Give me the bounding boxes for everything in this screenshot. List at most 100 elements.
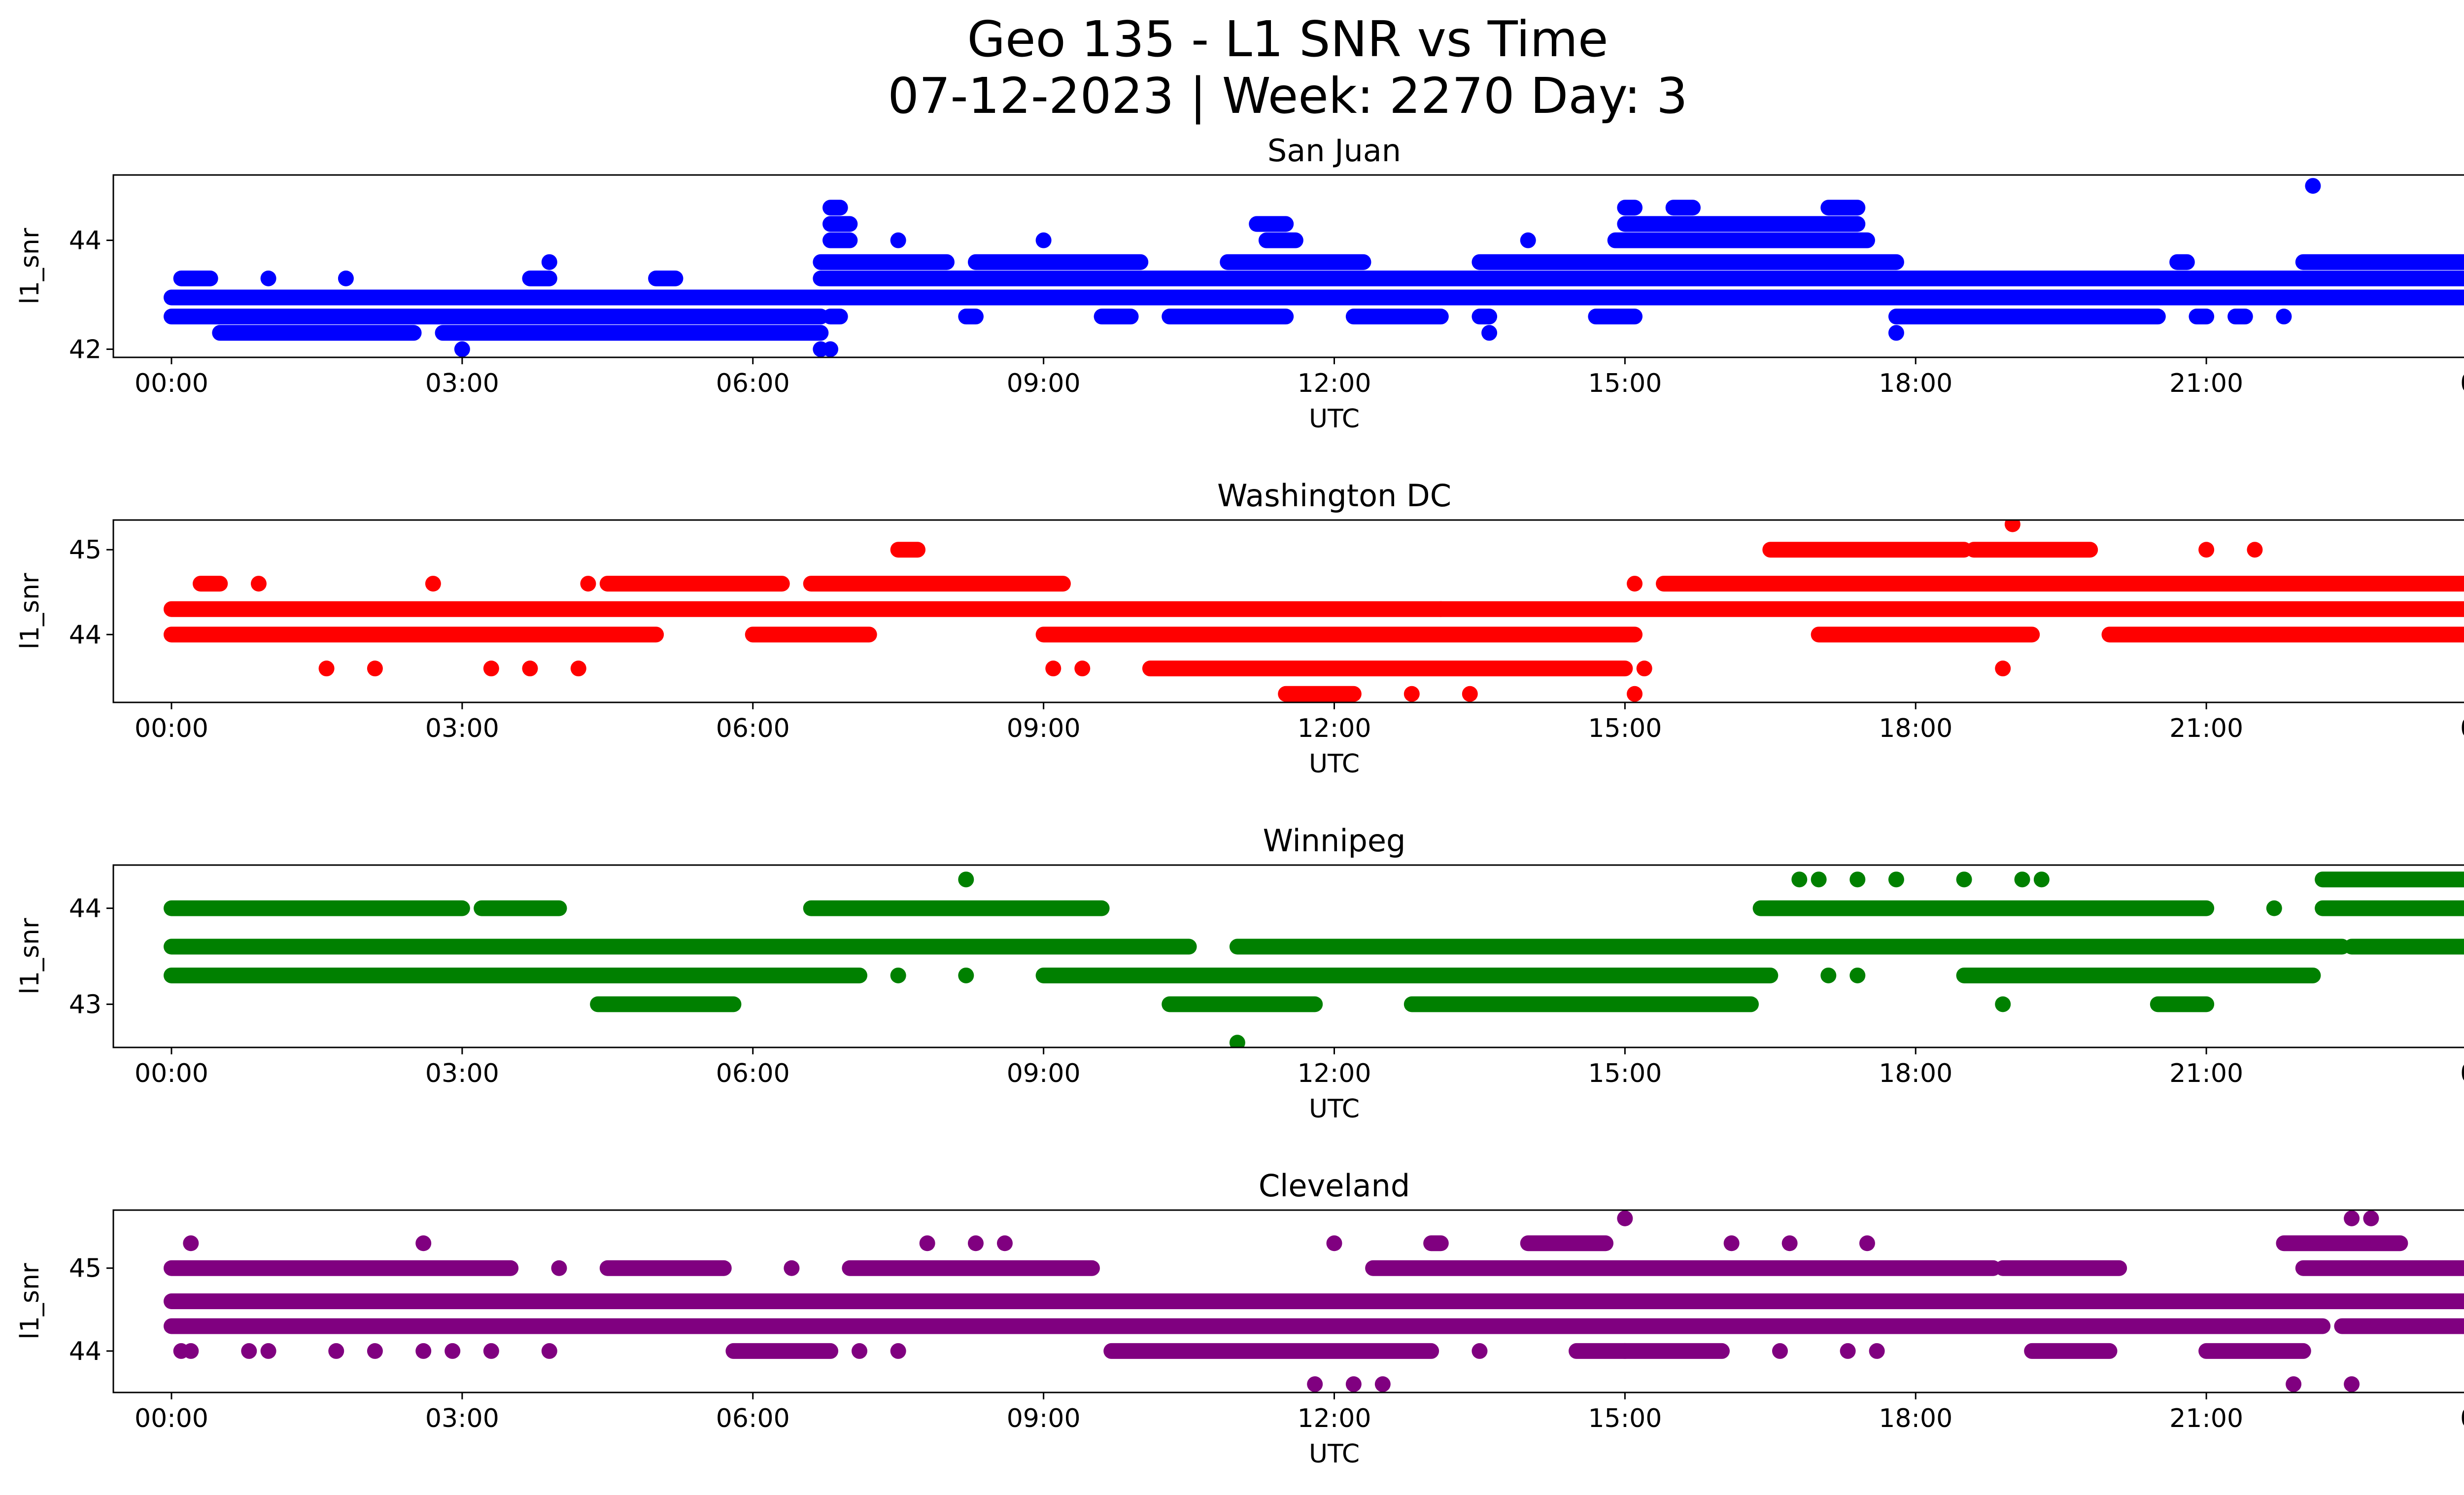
data-point <box>551 1260 567 1276</box>
subplot-1: 00:00 03:00 06:00 09:00 12:00 15:00 18:00 21:00… <box>15 478 2464 779</box>
data-point <box>822 341 839 357</box>
data-point <box>1869 1343 1885 1359</box>
data-point <box>2373 939 2389 955</box>
data-point <box>1820 967 1837 983</box>
x-tick-label: 21:00 <box>2169 1404 2243 1433</box>
data-point <box>250 576 267 592</box>
y-axis-label: l1_snr <box>15 573 45 650</box>
x-tick-label: 09:00 <box>1007 1404 1081 1433</box>
data-point <box>2004 520 2020 532</box>
x-tick-label: 00:00 <box>135 369 208 398</box>
data-point <box>183 1343 199 1359</box>
data-point <box>318 661 335 677</box>
data-point <box>1781 1235 1798 1252</box>
data-point <box>1035 232 1052 248</box>
data-point <box>1229 1035 1245 1047</box>
data-point <box>2247 542 2263 558</box>
data-point <box>260 270 276 286</box>
data-point <box>1859 1235 1875 1252</box>
data-point <box>1723 1235 1740 1252</box>
data-point <box>570 661 586 677</box>
x-tick-label: 21:00 <box>2169 714 2243 743</box>
x-tick-label: 03:00 <box>425 1059 499 1088</box>
subplot-title: San Juan <box>1267 133 1401 169</box>
y-tick-label: 44 <box>69 894 102 924</box>
data-point <box>445 1343 461 1359</box>
x-tick-label: 03:00 <box>425 714 499 743</box>
data-point <box>183 1235 199 1252</box>
x-tick-label: 00:00 <box>135 1404 208 1433</box>
x-tick-label: 21:00 <box>2169 1059 2243 1088</box>
x-tick-label: 12:00 <box>1298 1059 1371 1088</box>
x-tick-label: 18:00 <box>1879 369 1952 398</box>
x-tick-label: 03:00 <box>425 369 499 398</box>
data-point <box>890 1343 906 1359</box>
data-point <box>2014 871 2030 888</box>
data-point <box>367 1343 383 1359</box>
data-point <box>958 871 974 888</box>
data-point <box>367 661 383 677</box>
x-tick-label: 06:00 <box>716 369 790 398</box>
data-point <box>1849 967 1866 983</box>
data-point <box>483 661 499 677</box>
data-point <box>425 576 441 592</box>
data-point <box>1403 686 1420 702</box>
data-point <box>1995 996 2011 1012</box>
x-tick-label: 12:00 <box>1298 1404 1371 1433</box>
data-point <box>1520 232 1536 248</box>
x-tick-label: 15:00 <box>1588 714 1662 743</box>
x-tick-label: 15:00 <box>1588 1059 1662 1088</box>
data-point <box>1472 1343 1488 1359</box>
x-tick-label: 09:00 <box>1007 1059 1081 1088</box>
data-point <box>1433 601 1449 617</box>
data-point <box>1888 325 1904 341</box>
y-tick-label: 43 <box>69 990 102 1019</box>
data-point <box>890 967 906 983</box>
subplot-3: 00:00 03:00 06:00 09:00 12:00 15:00 18:00 21:00… <box>15 1168 2464 1469</box>
data-point <box>967 1235 984 1252</box>
y-axis-label: l1_snr <box>15 1263 45 1340</box>
x-tick-label: 06:00 <box>716 1059 790 1088</box>
x-tick-label: 00:00 <box>2460 1404 2464 1433</box>
data-point <box>541 254 557 270</box>
data-point <box>1840 1343 1856 1359</box>
data-point <box>483 1343 499 1359</box>
data-point <box>541 1343 557 1359</box>
x-tick-label: 12:00 <box>1298 369 1371 398</box>
data-point <box>1811 871 1827 888</box>
data-point <box>454 341 470 357</box>
data-point <box>996 1235 1013 1252</box>
y-tick-label: 44 <box>69 620 102 650</box>
data-point <box>415 1343 432 1359</box>
x-tick-label: 00:00 <box>135 1059 208 1088</box>
data-point <box>890 232 906 248</box>
data-point <box>2344 1210 2360 1226</box>
y-tick-label: 44 <box>69 1337 102 1366</box>
subplot-title: Cleveland <box>1259 1168 1410 1204</box>
x-tick-label: 00:00 <box>2460 1059 2464 1088</box>
x-axis-label: UTC <box>1309 404 1360 434</box>
x-tick-label: 00:00 <box>135 714 208 743</box>
data-point <box>2344 1376 2360 1392</box>
data-point <box>784 1260 800 1276</box>
data-point <box>2286 1376 2302 1392</box>
data-point <box>1849 871 1866 888</box>
figure-title-line2: 07-12-2023 | Week: 2270 Day: 3 <box>888 67 1688 125</box>
x-tick-label: 03:00 <box>425 1404 499 1433</box>
data-point <box>2276 309 2292 325</box>
x-tick-label: 09:00 <box>1007 369 1081 398</box>
data-point <box>852 1343 868 1359</box>
data-point <box>1345 1376 1362 1392</box>
data-point <box>2305 178 2321 194</box>
y-tick-label: 45 <box>69 535 102 565</box>
data-point <box>2363 1210 2379 1226</box>
data-point <box>580 576 596 592</box>
x-tick-label: 00:00 <box>2460 714 2464 743</box>
data-point <box>415 1235 432 1252</box>
x-tick-label: 18:00 <box>1879 1059 1952 1088</box>
subplot-title: Washington DC <box>1217 478 1451 514</box>
data-point <box>2033 871 2050 888</box>
data-point <box>1627 686 1643 702</box>
subplot-0: 00:00 03:00 06:00 09:00 12:00 15:00 18:00 21:00… <box>15 133 2464 434</box>
